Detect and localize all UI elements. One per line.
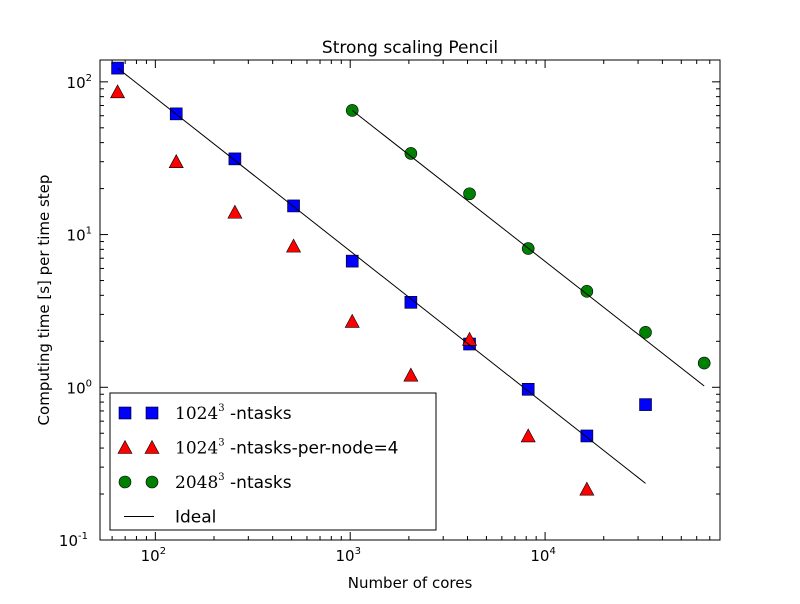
tick-label: 102	[141, 546, 166, 565]
data-point	[639, 398, 652, 411]
tick-label: 104	[530, 546, 555, 565]
data-point	[579, 481, 595, 496]
legend: 10243 -ntasks 10243 -ntasks-per-node=4 204…	[109, 392, 437, 531]
legend-label: 10243 -ntasks	[175, 403, 292, 424]
data-point	[345, 254, 359, 268]
data-point	[580, 285, 594, 298]
legend-marker	[145, 406, 159, 420]
data-point	[286, 238, 302, 253]
data-point	[403, 367, 419, 382]
series-3	[117, 67, 705, 484]
tick-label: 101	[67, 226, 92, 245]
tick-label: 102	[67, 73, 92, 92]
data-point	[110, 84, 126, 99]
tick-label: 10-1	[59, 531, 88, 550]
ideal-line-1	[351, 110, 705, 387]
legend-marker	[118, 475, 132, 489]
data-point	[697, 356, 711, 370]
legend-marker	[118, 406, 132, 420]
series-1	[110, 84, 595, 496]
legend-label: 10243 -ntasks-per-node=4	[175, 438, 399, 459]
legend-marker	[117, 439, 133, 454]
plot-frame	[99, 59, 721, 541]
data-point	[639, 326, 652, 339]
legend-box	[109, 392, 437, 531]
data-point	[344, 313, 360, 328]
legend-label: Ideal	[175, 508, 216, 528]
chart-title: Strong scaling Pencil	[322, 38, 498, 58]
legend-marker	[145, 475, 159, 489]
x-axis-label: Number of cores	[348, 574, 473, 592]
data-point	[404, 147, 418, 160]
tick-label: 103	[335, 546, 360, 565]
legend-marker	[144, 439, 160, 454]
data-point	[111, 61, 124, 75]
data-point	[228, 152, 242, 166]
data-point	[463, 187, 476, 201]
data-point	[520, 428, 536, 443]
ideal-line-0	[117, 67, 646, 484]
data-point	[404, 296, 418, 309]
data-point	[168, 154, 184, 168]
tick-label: 100	[67, 378, 92, 397]
data-point	[521, 383, 535, 396]
data-point	[227, 204, 243, 219]
y-axis-label: Computing time [s] per time step	[35, 175, 53, 426]
legend-label: 20483 -ntasks	[175, 472, 292, 493]
